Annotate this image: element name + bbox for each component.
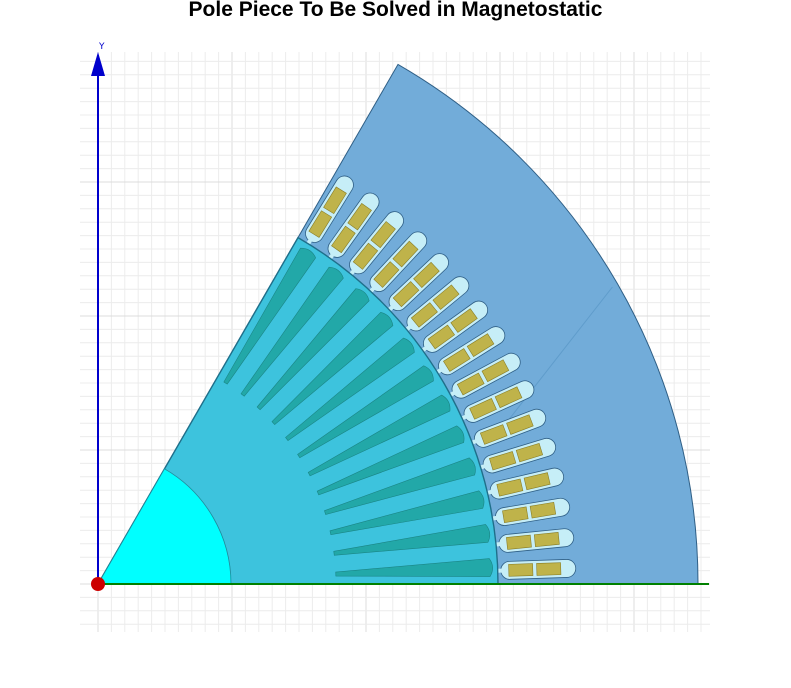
coil-pair [308,186,347,238]
stator-coils [308,186,562,577]
coil-pair [427,308,478,350]
coil-pair [456,359,510,396]
coil-pair [479,414,534,445]
rotor-slot [333,524,491,556]
rotor-slot [240,266,344,397]
rotor-slots [223,247,493,577]
coil-pair [352,221,396,270]
coil-pair [496,472,551,497]
coil-pair [373,240,419,288]
coil-pair [331,202,372,254]
rotor-slot [297,365,434,459]
coil-pair [489,442,544,471]
coil-pair [392,261,440,308]
rotor-slot [335,558,493,577]
rotor-slot [223,247,316,385]
rotor-slot [316,425,465,496]
rotor-slot [285,337,415,442]
coil-pair [508,562,562,577]
coil-pair [443,333,495,372]
coil-pair [410,284,460,328]
rotor-slot [324,457,476,515]
stator-seam-line [492,286,613,441]
rotor-slot [307,394,451,477]
rotor-slot [256,288,370,411]
shaft-region[interactable] [97,468,232,585]
origin-marker-icon [91,577,105,591]
coil-pair [502,501,557,523]
rotor-slot [271,311,394,425]
pole-piece-model[interactable] [96,63,699,585]
rotor-slot [329,490,485,536]
coil-pair [469,386,523,420]
y-axis-label: Y [98,42,105,52]
y-axis-arrow-icon [91,52,105,76]
coordinate-axes: Y [91,42,709,591]
coil-pair [506,532,560,550]
plot-title: Pole Piece To Be Solved in Magnetostatic [188,0,603,21]
